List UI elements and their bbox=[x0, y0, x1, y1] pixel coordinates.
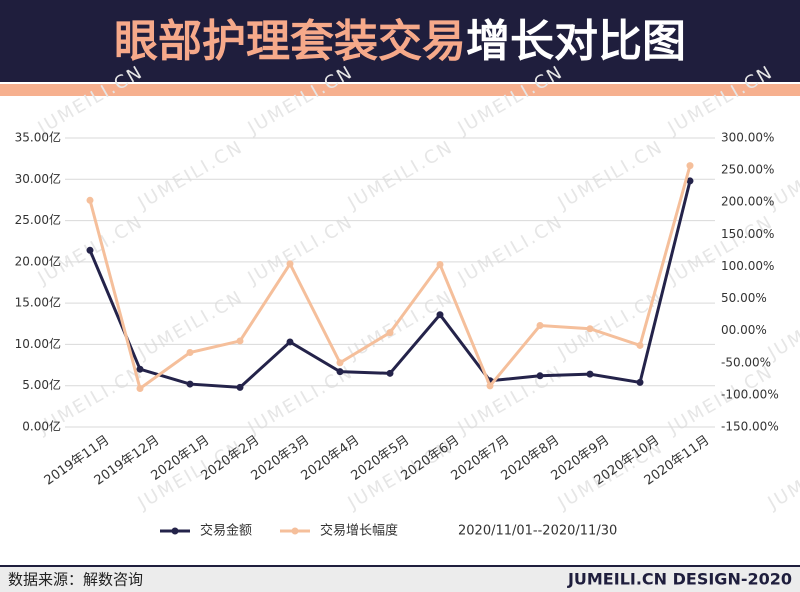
watermark: JUMEILI.CN bbox=[244, 212, 357, 290]
point bbox=[336, 368, 344, 376]
point bbox=[236, 383, 244, 391]
header-band bbox=[0, 84, 800, 96]
y2-tick-label: 200.00% bbox=[721, 195, 774, 209]
legend-label: 交易金额 bbox=[200, 523, 252, 539]
chart-title: 眼部护理套装交易增长对比图 bbox=[114, 16, 686, 67]
watermark: JUMEILI.CN bbox=[764, 437, 800, 515]
series-line bbox=[88, 180, 692, 389]
point bbox=[186, 349, 194, 357]
y-tick-label: 30.00亿 bbox=[15, 171, 61, 186]
point bbox=[686, 162, 694, 170]
point bbox=[86, 196, 94, 204]
y2-tick-label: -100.00% bbox=[721, 387, 779, 401]
credit: JUMEILI.CN DESIGN-2020 bbox=[567, 570, 792, 589]
legend-marker bbox=[291, 527, 299, 535]
watermark: JUMEILI.CN bbox=[344, 287, 457, 365]
watermark: JUMEILI.CN bbox=[554, 137, 667, 215]
y-tick-label: 25.00亿 bbox=[15, 212, 61, 227]
y-tick-label: 10.00亿 bbox=[15, 336, 61, 351]
point bbox=[486, 382, 494, 390]
footer-bg bbox=[0, 566, 800, 592]
point bbox=[436, 311, 444, 319]
point bbox=[136, 365, 144, 373]
point bbox=[386, 329, 394, 337]
point bbox=[286, 338, 294, 346]
point bbox=[236, 337, 244, 345]
y2-tick-label: 50.00% bbox=[721, 291, 767, 305]
y2-tick-label: 100.00% bbox=[721, 259, 774, 273]
point bbox=[286, 260, 294, 268]
watermark: JUMEILI.CN bbox=[554, 287, 667, 365]
watermark: JUMEILI.CN bbox=[134, 137, 247, 215]
point bbox=[86, 246, 94, 254]
title-rest: 增长对比图 bbox=[466, 16, 686, 67]
series-line bbox=[88, 165, 692, 391]
y2-tick-label: 00.00% bbox=[721, 323, 767, 337]
point bbox=[136, 384, 144, 392]
point bbox=[536, 372, 544, 380]
point bbox=[686, 177, 694, 185]
point bbox=[586, 370, 594, 378]
y2-tick-label: 250.00% bbox=[721, 163, 774, 177]
point bbox=[436, 261, 444, 269]
header-bg bbox=[0, 0, 800, 82]
y-tick-label: 0.00亿 bbox=[22, 419, 61, 434]
y-tick-label: 5.00亿 bbox=[22, 377, 61, 392]
point bbox=[636, 341, 644, 349]
point bbox=[536, 322, 544, 330]
point bbox=[636, 378, 644, 386]
y-tick-label: 35.00亿 bbox=[15, 130, 61, 145]
y-tick-label: 15.00亿 bbox=[15, 295, 61, 310]
source: 数据来源：解数咨询 bbox=[8, 571, 143, 589]
point bbox=[386, 369, 394, 377]
point bbox=[586, 325, 594, 333]
title-highlight: 眼部护理套装交易 bbox=[114, 16, 466, 67]
y2-tick-label: 150.00% bbox=[721, 227, 774, 241]
y-tick-label: 20.00亿 bbox=[15, 253, 61, 268]
watermark: JUMEILI.CN bbox=[454, 362, 567, 440]
legend-label: 交易增长幅度 bbox=[320, 523, 398, 539]
watermark: JUMEILI.CN bbox=[764, 287, 800, 365]
watermark: JUMEILI.CN bbox=[454, 212, 567, 290]
date-range: 2020/11/01--2020/11/30 bbox=[458, 524, 617, 539]
y2-tick-label: -50.00% bbox=[721, 355, 771, 369]
point bbox=[336, 359, 344, 367]
y2-tick-label: 300.00% bbox=[721, 131, 774, 145]
watermark: JUMEILI.CN bbox=[344, 137, 457, 215]
legend-marker bbox=[171, 527, 179, 535]
y2-tick-label: -150.00% bbox=[721, 420, 779, 434]
point bbox=[186, 380, 194, 388]
